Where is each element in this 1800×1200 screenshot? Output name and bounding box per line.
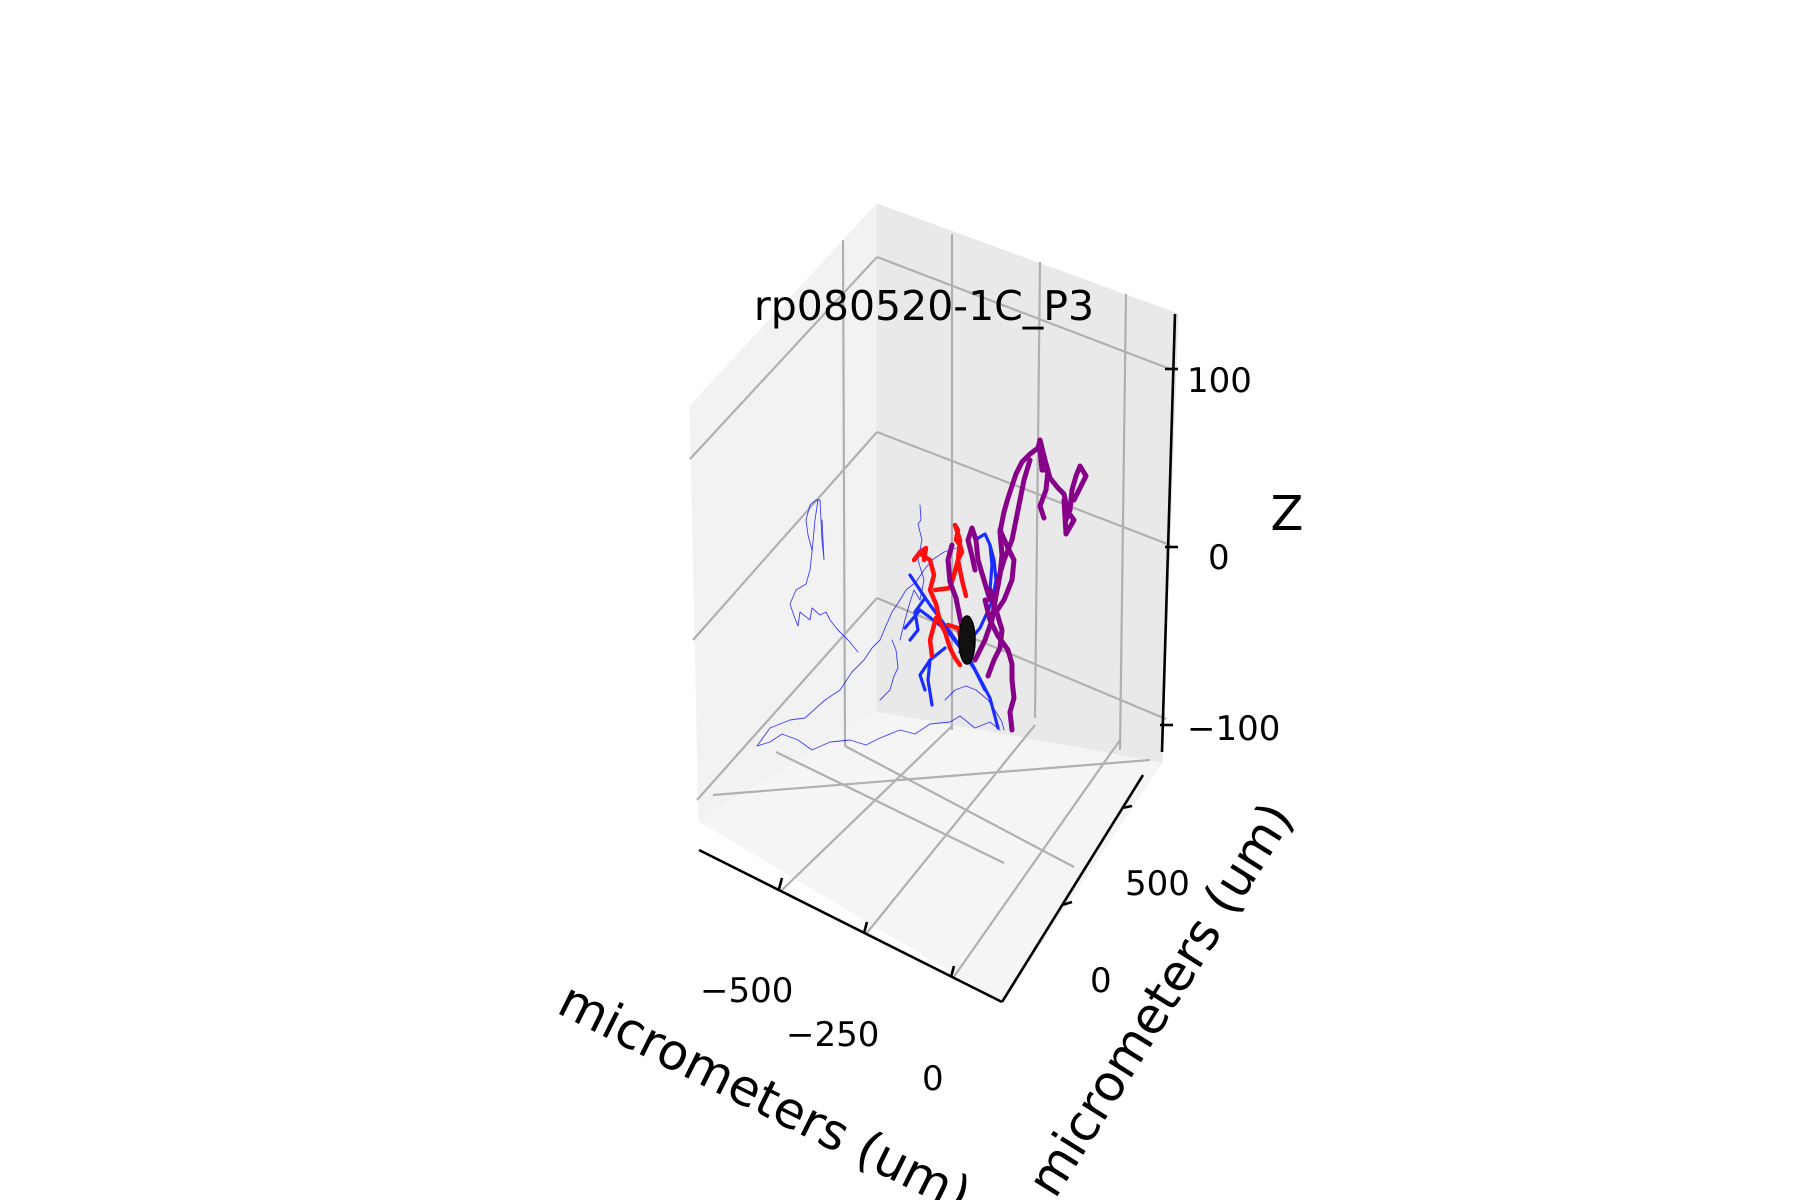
z-axis-label: Z bbox=[1271, 486, 1304, 542]
z-axis-line bbox=[1160, 313, 1177, 753]
series-line-blue-thin bbox=[756, 547, 1001, 751]
series-line-blue bbox=[903, 608, 987, 692]
axis-lines bbox=[698, 313, 1178, 1004]
grid-line bbox=[692, 431, 878, 641]
x-tick-mark bbox=[777, 877, 784, 890]
series-line-blue-thin bbox=[899, 504, 925, 641]
y-tick-mark bbox=[1061, 900, 1073, 907]
series-line-blue bbox=[908, 596, 927, 642]
grid-line bbox=[1118, 293, 1128, 751]
z-tick-label: 0 bbox=[1208, 538, 1230, 578]
x-tick-label: 0 bbox=[922, 1059, 944, 1099]
series-line-purple bbox=[982, 597, 1017, 733]
series-line-purple bbox=[972, 437, 1043, 663]
series-line-blue bbox=[958, 543, 998, 654]
y-tick-label: 500 bbox=[1125, 864, 1190, 904]
series-line-blue bbox=[973, 532, 994, 592]
chart-title: rp080520-1C_P3 bbox=[754, 282, 1094, 330]
grid-line bbox=[696, 597, 878, 801]
series-line-purple bbox=[1037, 447, 1051, 521]
series-line-purple bbox=[1063, 463, 1089, 523]
grid-line bbox=[865, 724, 1036, 935]
grid-line bbox=[689, 256, 878, 460]
series-line-blue-thin bbox=[944, 685, 1005, 731]
soma-marker bbox=[958, 615, 976, 665]
series-line-blue bbox=[926, 658, 934, 707]
z-tick-label: 100 bbox=[1187, 361, 1252, 401]
series-line-purple bbox=[995, 457, 1033, 583]
series-line-blue bbox=[918, 646, 947, 692]
grid-line bbox=[876, 596, 1167, 721]
x-tick-mark bbox=[862, 921, 869, 934]
y-tick-mark bbox=[1121, 804, 1133, 810]
z-tick-label: −100 bbox=[1187, 709, 1280, 749]
y-tick-label: 0 bbox=[1090, 961, 1112, 1001]
grid-line bbox=[775, 751, 1005, 864]
x-tick-mark bbox=[949, 965, 956, 978]
grid-line bbox=[876, 255, 1171, 371]
grid-line bbox=[1033, 261, 1042, 719]
series-line-blue-thin bbox=[789, 499, 859, 653]
series-line-red bbox=[932, 522, 969, 599]
x-tick-label: −250 bbox=[786, 1015, 879, 1055]
series-line-purple bbox=[1037, 437, 1077, 537]
y-axis-line bbox=[1000, 774, 1145, 1003]
grid-lines bbox=[689, 234, 1171, 979]
series-line-purple bbox=[945, 542, 968, 643]
grid-line bbox=[844, 745, 1075, 868]
series-line-red bbox=[911, 545, 929, 563]
grid-line bbox=[952, 739, 1121, 979]
series-line-purple bbox=[985, 587, 1005, 679]
series-line-red bbox=[927, 615, 939, 659]
x-tick-label: −500 bbox=[700, 971, 793, 1011]
series-line-blue-thin bbox=[805, 499, 825, 561]
series-line-purple bbox=[965, 525, 993, 603]
grid-line bbox=[781, 725, 953, 891]
series-line-purple bbox=[993, 527, 1017, 615]
grid-line bbox=[712, 758, 1151, 797]
neuron-traces bbox=[756, 437, 1089, 751]
grid-line bbox=[841, 239, 847, 747]
series-line-red bbox=[919, 552, 963, 668]
series-line-blue-thin bbox=[879, 639, 899, 701]
